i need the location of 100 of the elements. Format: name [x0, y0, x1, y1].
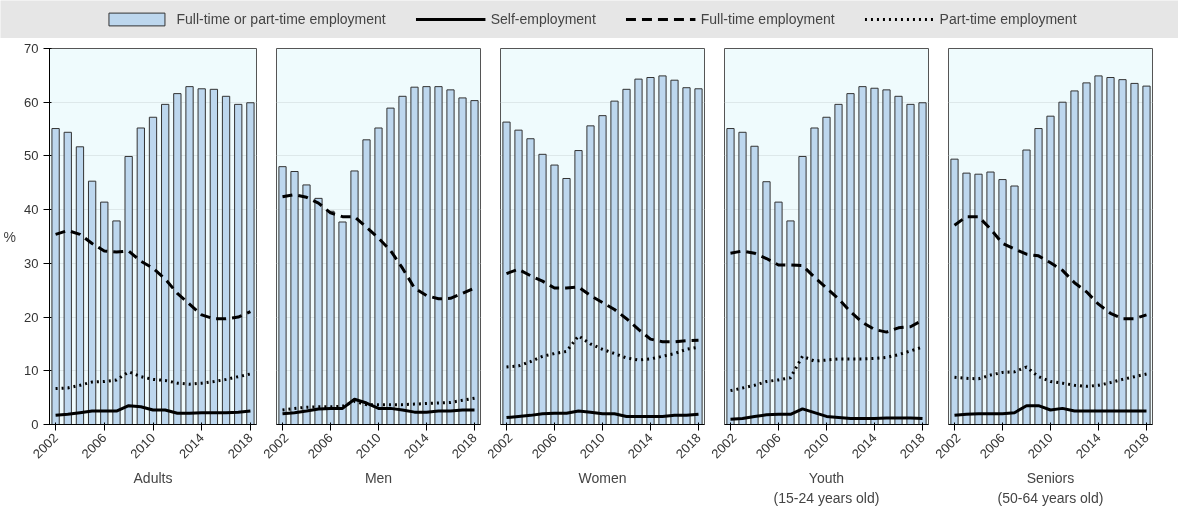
- bar: [350, 170, 359, 425]
- bar: [634, 78, 643, 425]
- bar: [458, 97, 467, 425]
- bar: [514, 129, 523, 425]
- bar: [906, 103, 915, 425]
- bar: [410, 86, 419, 425]
- bar: [646, 77, 655, 425]
- bar: [446, 89, 455, 425]
- bar: [278, 166, 287, 425]
- bar: [622, 88, 631, 425]
- bar: [574, 150, 583, 425]
- bar: [786, 220, 795, 425]
- bar: [398, 95, 407, 425]
- x-axis-title: Men: [364, 470, 393, 487]
- bar: [738, 131, 747, 425]
- bar: [858, 86, 867, 425]
- bar: [1106, 77, 1115, 425]
- bar: [148, 116, 158, 425]
- x-axis-title: Women: [578, 470, 627, 487]
- bar: [894, 95, 903, 425]
- bar: [1022, 149, 1031, 425]
- bar: [998, 179, 1007, 425]
- bar: [950, 158, 959, 425]
- legend-label: Part-time employment: [939, 11, 1077, 27]
- line-series: [54, 370, 252, 391]
- bar: [63, 131, 72, 425]
- y-tick-label: 20: [24, 309, 39, 325]
- bar: [136, 127, 145, 425]
- bar: [798, 155, 807, 425]
- bar: [810, 127, 819, 425]
- bar: [586, 125, 595, 425]
- bar: [822, 116, 831, 425]
- bar: [124, 155, 133, 425]
- bar: [87, 180, 97, 425]
- bar: [173, 93, 182, 425]
- legend-label: Self-employment: [490, 11, 596, 27]
- bar: [974, 173, 983, 425]
- bar: [670, 79, 679, 425]
- bar: [326, 210, 335, 425]
- bar: [221, 95, 231, 425]
- line-series: [54, 229, 252, 321]
- y-tick-label: 40: [24, 202, 39, 218]
- y-tick-label: 70: [24, 41, 39, 56]
- bar: [610, 100, 619, 425]
- bar: [1142, 85, 1151, 425]
- bar: [774, 201, 783, 425]
- x-axis-title: Adults: [133, 470, 173, 487]
- line-series: [54, 404, 252, 417]
- bar: [1130, 82, 1139, 425]
- bar: [986, 171, 995, 425]
- bar: [1046, 115, 1055, 425]
- bar: [290, 171, 299, 425]
- bar: [1118, 79, 1127, 425]
- bar: [434, 86, 443, 425]
- bar: [526, 138, 535, 425]
- bar: [1070, 90, 1079, 425]
- bar: [1082, 82, 1091, 425]
- bar: [100, 201, 109, 425]
- bar: [550, 164, 559, 425]
- bar: [314, 197, 323, 425]
- bar: [470, 100, 479, 425]
- bar: [762, 181, 771, 425]
- bar: [882, 89, 891, 425]
- bar: [197, 88, 206, 425]
- bar: [726, 128, 735, 425]
- bar: [846, 93, 855, 425]
- bar: [598, 115, 607, 425]
- bar: [1058, 101, 1067, 425]
- legend-label: Full-time or part-time employment: [176, 11, 386, 27]
- bar: [502, 121, 511, 425]
- bar: [112, 220, 121, 425]
- bar: [374, 127, 383, 425]
- bar: [682, 87, 691, 425]
- y-tick-label: 10: [24, 363, 39, 379]
- bar: [1034, 128, 1043, 425]
- bar: [338, 221, 347, 425]
- bar: [918, 102, 927, 425]
- bar: [962, 172, 971, 425]
- bar: [51, 128, 60, 425]
- bar: [870, 87, 879, 425]
- bar: [161, 103, 170, 425]
- bar: [1094, 75, 1103, 425]
- bar: [1010, 185, 1019, 425]
- x-axis-title: Seniors (50-64 years old): [997, 470, 1104, 506]
- bar: [834, 103, 843, 425]
- bar: [694, 88, 703, 425]
- y-axis-title: %: [3, 228, 17, 245]
- y-tick-label: 0: [31, 417, 39, 432]
- bar: [750, 145, 759, 425]
- bar: [386, 107, 395, 425]
- y-tick-label: 60: [24, 94, 39, 110]
- bar: [538, 153, 547, 425]
- bar: [422, 86, 431, 425]
- y-tick-label: 50: [24, 148, 39, 164]
- legend-label: Full-time employment: [700, 11, 835, 27]
- bar: [234, 103, 243, 425]
- bar: [75, 146, 85, 425]
- bar: [658, 75, 667, 425]
- bar: [246, 102, 255, 425]
- y-tick-label: 30: [24, 255, 39, 271]
